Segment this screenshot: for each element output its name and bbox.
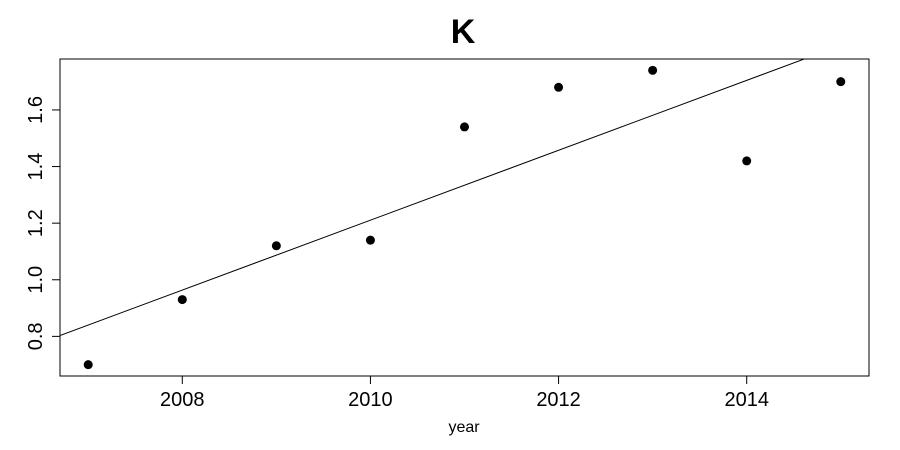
data-point [271,241,281,251]
y-tick-label: 0.8 [25,322,47,350]
data-point [83,360,93,370]
data-point [177,295,187,305]
data-points [83,65,846,370]
x-tick-label: 2008 [160,389,205,411]
data-point [554,82,564,92]
x-tick-label: 2010 [348,389,393,411]
x-axis: 2008 2010 2012 2014 [160,376,769,411]
y-tick-label: 1.2 [25,209,47,237]
x-tick-label: 2012 [536,389,581,411]
y-tick-label: 1.4 [25,153,47,181]
x-axis-label: year [448,419,480,436]
plot-frame [59,58,870,377]
y-tick-label: 1.6 [25,96,47,124]
trend-line [60,59,806,337]
x-tick-label: 2014 [724,389,769,411]
data-point [836,77,846,87]
data-point [648,65,658,75]
data-point [460,122,469,132]
y-tick-label: 1.0 [25,266,47,294]
data-point [742,156,752,166]
chart-title: K [451,13,476,51]
y-axis: 0.8 1.0 1.2 1.4 1.6 [25,96,60,350]
data-point [365,235,375,245]
